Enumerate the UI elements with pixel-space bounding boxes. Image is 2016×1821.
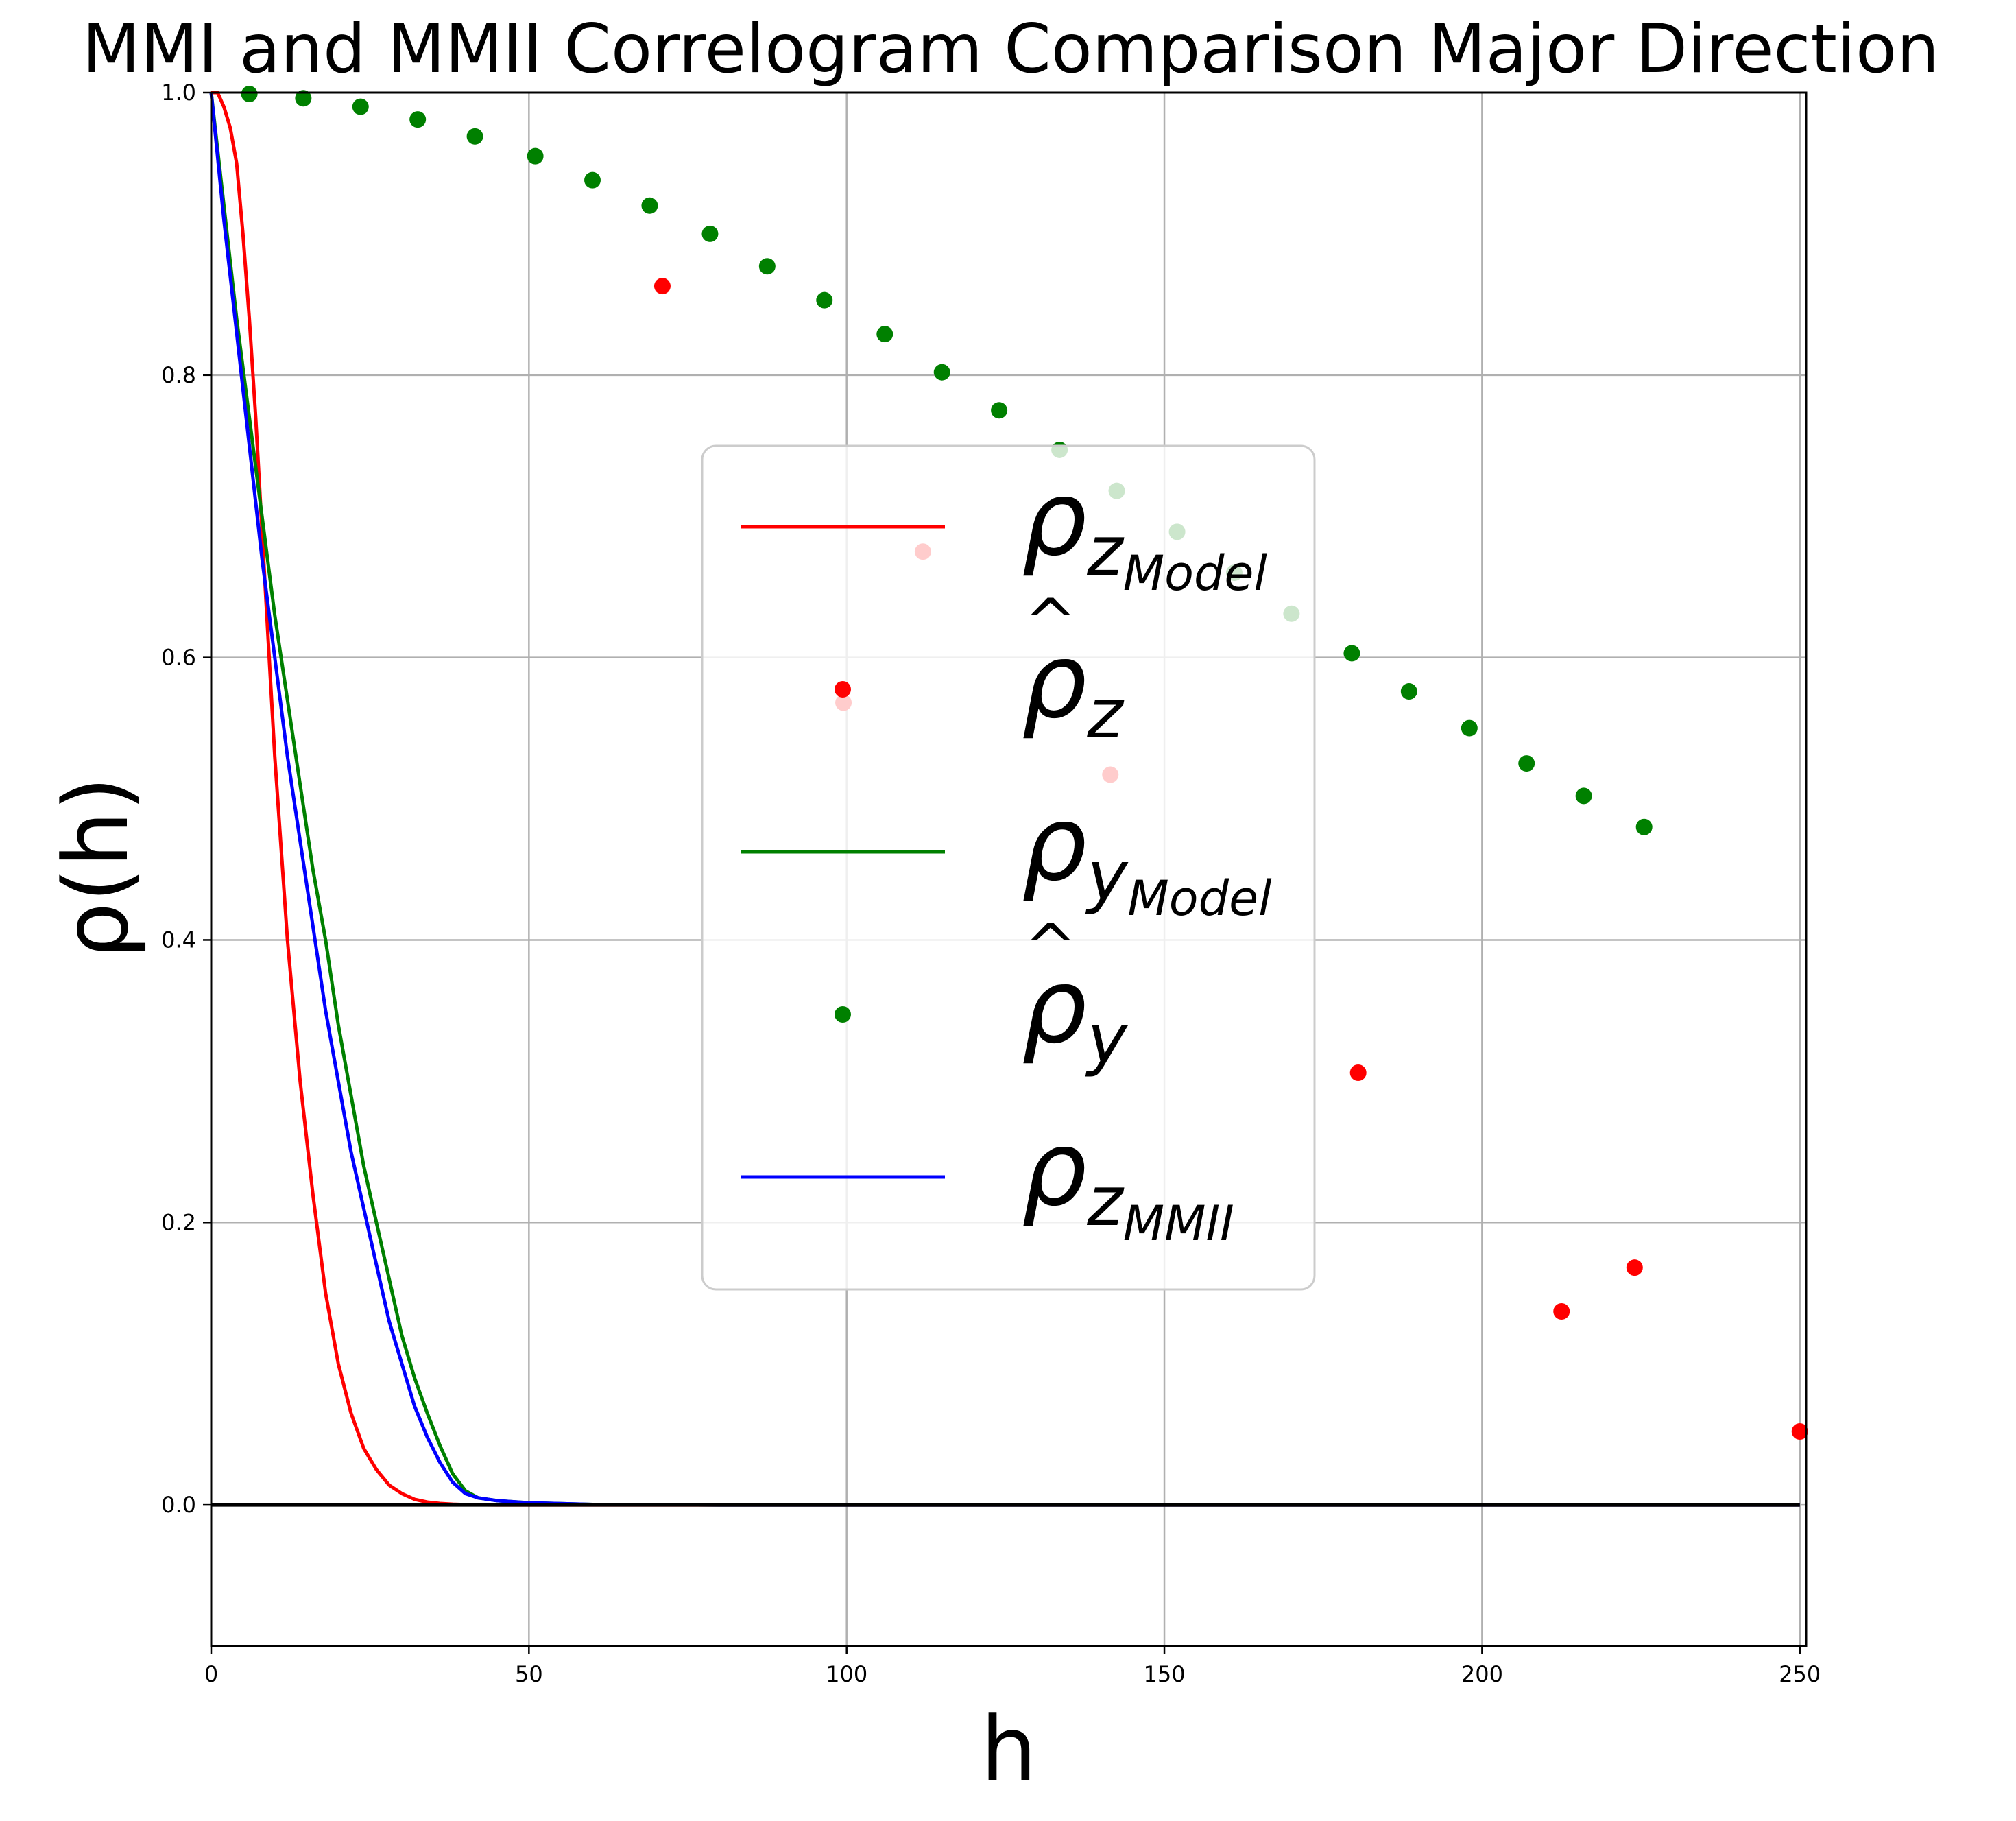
x-tick-label: 150 <box>1144 1661 1186 1687</box>
y-tick-label: 0.2 <box>161 1209 196 1235</box>
series-line-4 <box>209 92 1800 1507</box>
data-point <box>1518 755 1535 772</box>
data-point <box>933 364 950 381</box>
data-point <box>991 402 1008 419</box>
data-point <box>1400 683 1417 700</box>
data-point <box>1461 719 1478 737</box>
data-point <box>409 111 427 128</box>
data-point <box>1575 787 1592 805</box>
x-axis-label: h <box>981 1697 1037 1801</box>
legend-label: ρy <box>1022 947 1129 1079</box>
x-tick-label: 200 <box>1461 1661 1503 1687</box>
legend-label: ρz <box>1022 622 1125 754</box>
plot-frame <box>210 91 1808 1647</box>
y-tick-label: 0.6 <box>161 645 196 671</box>
data-point <box>527 147 544 165</box>
x-tick-label: 250 <box>1779 1661 1821 1687</box>
chart-title: MMI and MMII Correlogram Comparison Majo… <box>82 10 1939 88</box>
data-point <box>1635 818 1653 835</box>
data-point <box>816 291 833 309</box>
legend-entry: ρy^ <box>835 911 1129 1079</box>
data-point <box>1343 645 1360 662</box>
data-point <box>1626 1259 1643 1276</box>
data-point <box>701 225 719 242</box>
data-point <box>352 98 369 115</box>
y-tick-label: 0.0 <box>161 1492 196 1518</box>
data-point <box>1349 1064 1367 1082</box>
y-axis-label: ρ(h) <box>44 776 148 959</box>
legend-entry: ρzModel <box>741 460 1267 602</box>
legend-hat-mark: ^ <box>1024 586 1076 658</box>
legend-marker-swatch <box>835 1006 851 1023</box>
data-point <box>1791 1423 1808 1440</box>
data-point <box>584 171 601 189</box>
legend-entry: ρz^ <box>835 586 1125 754</box>
y-tick-label: 0.8 <box>161 362 196 388</box>
data-point <box>641 197 658 214</box>
axis-ticks: 0 50 100 150 200 250 0.0 0.2 0.4 0.6 0.8 1.0 <box>161 80 1821 1687</box>
legend-label: ρyModel <box>1022 785 1272 927</box>
x-tick-label: 100 <box>826 1661 867 1687</box>
legend-box <box>701 444 1316 1291</box>
legend-hat-mark: ^ <box>1024 911 1076 983</box>
legend-marker-swatch <box>835 681 851 698</box>
legend-entry: ρzMMII <box>741 1110 1234 1252</box>
data-point <box>241 86 258 103</box>
data-point <box>295 90 312 107</box>
x-tick-label: 0 <box>204 1661 218 1687</box>
data-point <box>466 128 483 145</box>
data-point <box>758 258 776 275</box>
legend-label: ρzModel <box>1022 460 1267 602</box>
legend-entry: ρyModel <box>741 785 1272 927</box>
y-tick-label: 0.4 <box>161 927 196 953</box>
legend-label: ρzMMII <box>1022 1110 1234 1252</box>
data-point <box>653 278 671 295</box>
data-point <box>1553 1302 1570 1320</box>
y-tick-label: 1.0 <box>161 80 196 106</box>
x-tick-label: 50 <box>515 1661 543 1687</box>
data-point <box>876 326 893 343</box>
data-series <box>209 86 1808 1507</box>
